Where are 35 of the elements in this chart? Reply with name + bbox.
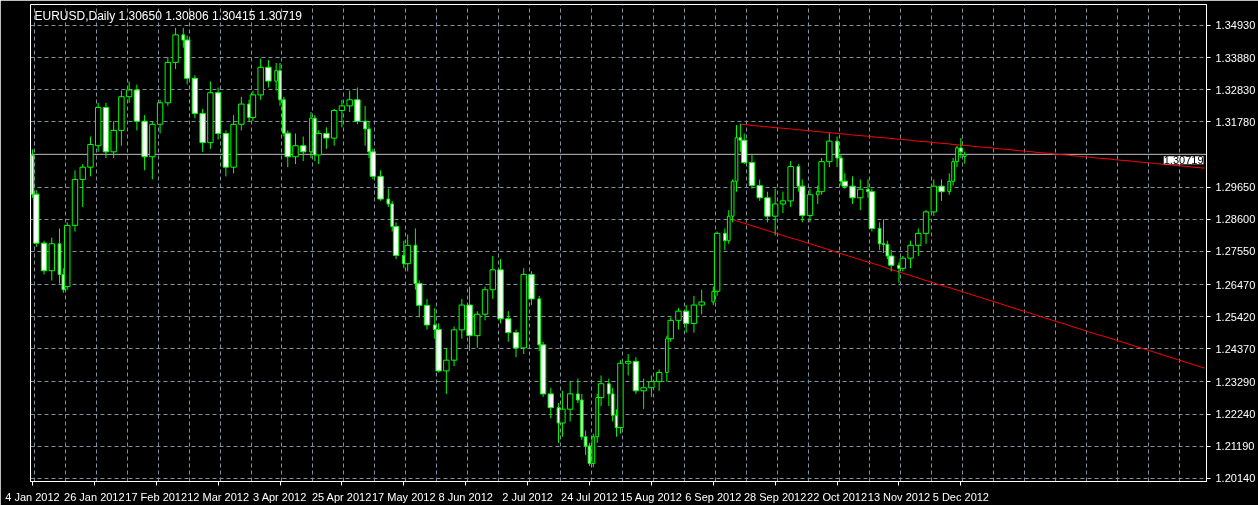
x-tick-label: 5 Dec 2012	[932, 490, 989, 503]
y-tick-label: 1.33880	[1215, 51, 1256, 64]
x-tick-label: 25 Apr 2012	[311, 490, 372, 503]
y-tick-label: 1.22240	[1215, 408, 1256, 421]
y-tick-label: 1.25420	[1215, 310, 1256, 323]
line-series	[739, 123, 1206, 169]
y-tick-label: 1.20140	[1215, 472, 1256, 485]
x-tick-label: 4 Jan 2012	[5, 490, 60, 503]
x-tick-label: 3 Apr 2012	[253, 490, 307, 503]
x-tick-label: 17 Feb 2012	[125, 490, 188, 503]
y-tick-label: 1.24370	[1215, 342, 1256, 355]
y-tick-label: 1.32830	[1215, 83, 1256, 96]
x-tick-label: 15 Aug 2012	[620, 490, 682, 503]
x-tick-label: 24 Jul 2012	[561, 490, 618, 503]
candlestick	[877, 221, 882, 251]
ref-line-label: 1.30719	[1163, 154, 1204, 167]
y-tick-label: 1.27550	[1215, 245, 1256, 258]
x-tick-label: 22 Oct 2012	[807, 490, 868, 503]
x-tick-label: 17 May 2012	[372, 490, 436, 503]
x-tick-label: 8 Jun 2012	[438, 490, 493, 503]
x-tick-label: 28 Sep 2012	[743, 490, 807, 503]
y-tick-label: 1.34930	[1215, 19, 1256, 32]
x-tick-label: 26 Jan 2012	[64, 490, 125, 503]
x-tick-label: 13 Nov 2012	[867, 490, 931, 503]
y-tick-label: 1.26470	[1215, 278, 1256, 291]
candlestick	[423, 298, 431, 331]
y-tick-label: 1.23290	[1215, 375, 1256, 388]
x-tick-label: 12 Mar 2012	[187, 490, 249, 503]
x-tick-label: 2 Jul 2012	[502, 490, 553, 503]
y-tick-label: 1.21190	[1215, 440, 1255, 453]
x-tick-label: 6 Sep 2012	[685, 490, 742, 503]
y-tick-label: 1.29650	[1215, 181, 1256, 194]
chart-title: EURUSD,Daily 1.30650 1.30806 1.30415 1.30719	[34, 8, 303, 23]
y-tick-label: 1.28600	[1215, 213, 1256, 226]
y-tick-label: 1.31780	[1215, 115, 1256, 128]
